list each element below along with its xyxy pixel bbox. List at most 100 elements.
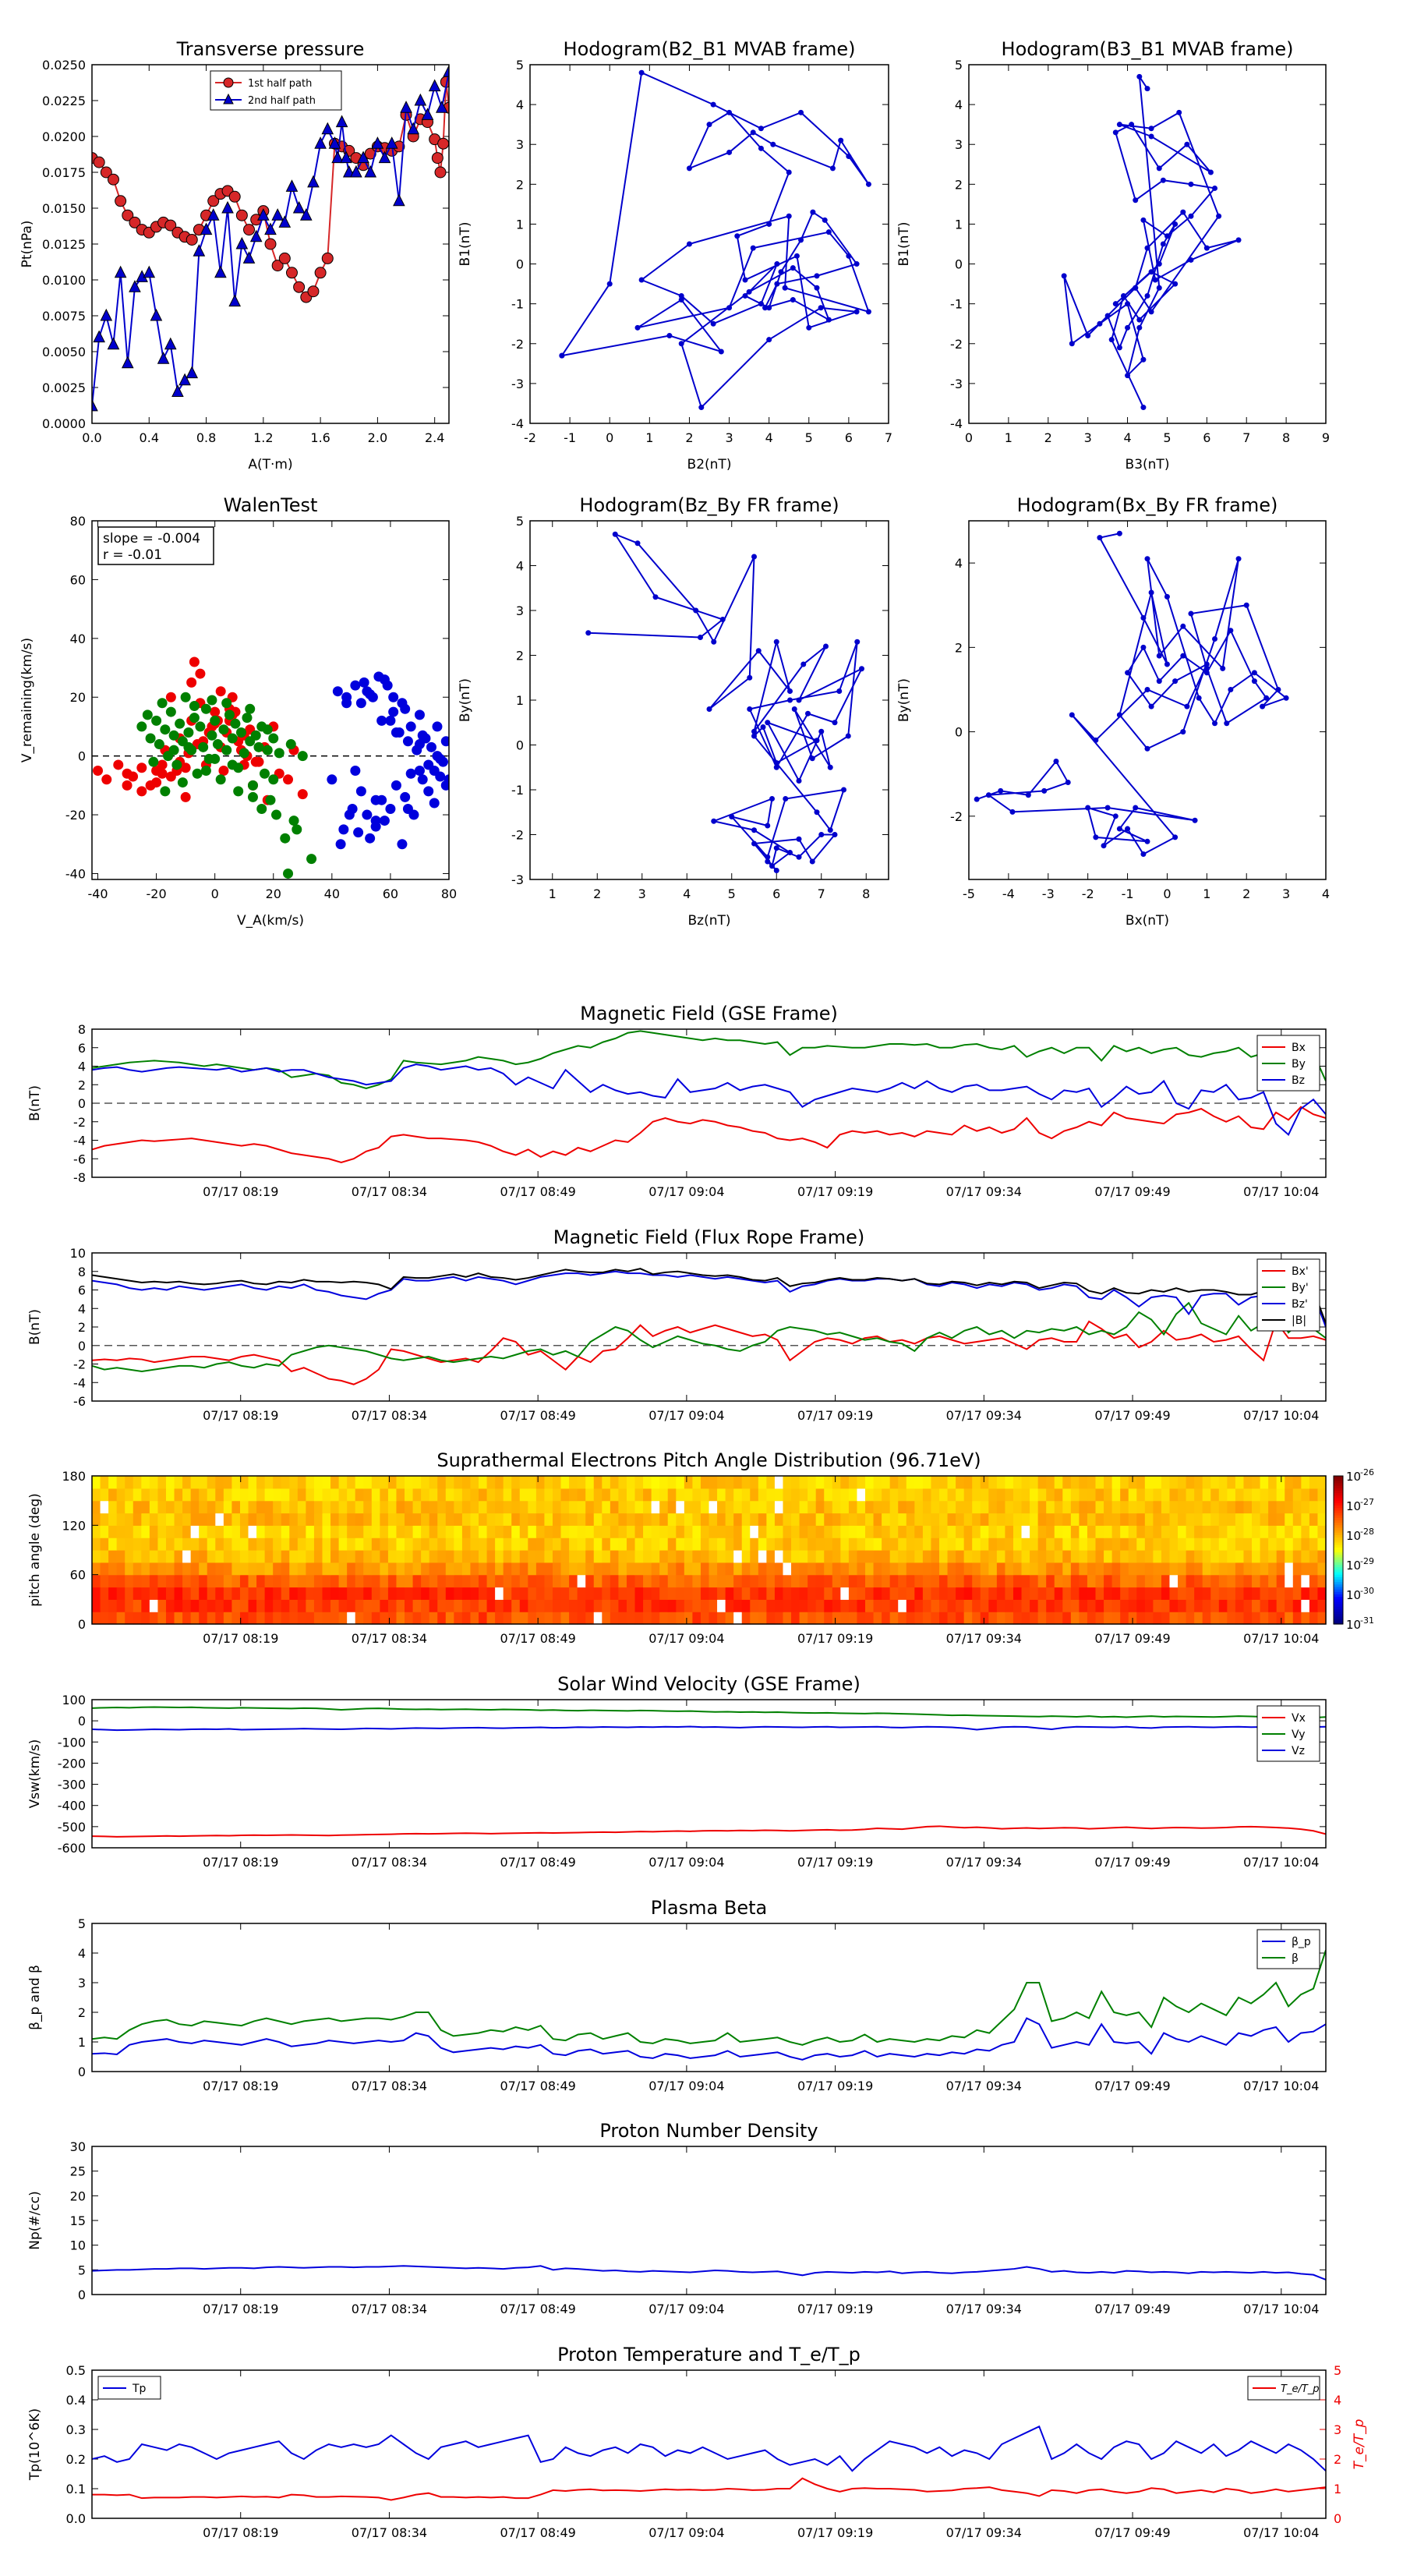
- pad-cell: [412, 1587, 422, 1600]
- pad-cell: [750, 1587, 759, 1600]
- pad-cell: [149, 1476, 159, 1489]
- pad-cell: [461, 1476, 472, 1489]
- pad-cell: [248, 1599, 257, 1612]
- pad-cell: [947, 1488, 956, 1502]
- pad-cell: [503, 1513, 512, 1526]
- pad-time-label: 07/17 08:49: [500, 1631, 576, 1646]
- pad-cell: [412, 1612, 422, 1625]
- hodogram_b3_b1-xtick-label: 7: [1242, 430, 1250, 445]
- pad-cell: [363, 1612, 373, 1625]
- walen_test-point: [215, 686, 226, 697]
- transverse_pressure-marker: [242, 251, 256, 264]
- pad-cell: [963, 1500, 973, 1514]
- pad-cell: [223, 1513, 233, 1526]
- pad-cell: [766, 1537, 776, 1551]
- transverse_pressure-marker: [443, 65, 449, 77]
- hodogram_b3_b1-point: [1140, 356, 1147, 363]
- mag_fr-ytick-label: 8: [78, 1265, 86, 1279]
- colorbar-segment: [1334, 1485, 1343, 1489]
- pad-cell: [486, 1550, 496, 1563]
- colorbar-segment: [1334, 1532, 1343, 1536]
- hodogram_b3_b1-ytick-label: -4: [950, 416, 963, 431]
- pad-cell: [330, 1500, 340, 1514]
- pad-cell: [429, 1476, 438, 1489]
- tp-ylabel: Tp(10^6K): [27, 2408, 43, 2481]
- hodogram_bx_by-point: [1104, 805, 1111, 811]
- pad-cell: [980, 1513, 989, 1526]
- pad-cell: [1227, 1476, 1236, 1489]
- transverse_pressure-marker: [228, 294, 242, 307]
- pad-cell: [1161, 1525, 1171, 1538]
- hodogram_b3_b1-point: [1188, 257, 1194, 263]
- hodogram_b3_b1-frame: [968, 64, 1327, 424]
- pad-cell: [1012, 1513, 1023, 1526]
- pad-cell: [1218, 1476, 1228, 1489]
- walen_test-point: [285, 739, 296, 750]
- pad-cell: [479, 1550, 488, 1563]
- pad-cell: [182, 1550, 192, 1563]
- pad-cell: [996, 1587, 1006, 1600]
- transverse_pressure-marker: [278, 215, 292, 228]
- pad-cell: [445, 1550, 454, 1563]
- transverse_pressure-marker: [314, 267, 327, 279]
- hodogram_b2_b1-point: [638, 277, 645, 283]
- walen_test-point: [122, 780, 133, 791]
- pad-cell: [560, 1476, 570, 1489]
- pad-cell: [1268, 1599, 1278, 1612]
- pad-cell: [1062, 1500, 1072, 1514]
- pad-cell: [182, 1488, 192, 1502]
- pad-cell: [593, 1488, 603, 1502]
- pad-cell: [1161, 1513, 1171, 1526]
- pad-cell: [1227, 1500, 1236, 1514]
- hodogram_bz_by-point: [773, 764, 779, 770]
- pad-cell: [643, 1587, 652, 1600]
- pad-cell: [848, 1525, 858, 1538]
- pad-cell: [766, 1500, 776, 1514]
- pad-cell: [1062, 1612, 1072, 1625]
- pad-cell: [116, 1574, 125, 1588]
- pad-cell: [1021, 1550, 1030, 1563]
- pad-cell: [898, 1550, 907, 1563]
- hodogram_b2_b1-ytick-label: 0: [516, 257, 524, 272]
- pad-cell: [618, 1500, 627, 1514]
- pad-cell: [1021, 1537, 1030, 1551]
- pad-cell: [1104, 1488, 1113, 1502]
- pad-cell: [92, 1488, 101, 1502]
- pad-cell: [684, 1587, 693, 1600]
- colorbar-segment: [1334, 1591, 1343, 1595]
- pad-cell: [709, 1500, 718, 1514]
- hodogram_bz_by-point: [765, 823, 771, 829]
- hodogram_bz_by-plot-area: [585, 531, 864, 873]
- pad-cell: [133, 1500, 142, 1514]
- pad-cell: [552, 1537, 562, 1551]
- hodogram_bz_by-point: [706, 706, 712, 712]
- pad-cell: [593, 1562, 603, 1576]
- hodogram_b3_b1-point: [1125, 301, 1131, 307]
- walen_test-xtick-label: -40: [87, 886, 108, 901]
- pad-cell: [774, 1587, 784, 1600]
- pad-cell: [223, 1537, 233, 1551]
- pad-cell: [873, 1537, 882, 1551]
- transverse_pressure-marker: [307, 285, 320, 298]
- pad-cell: [552, 1599, 562, 1612]
- pad-cell: [709, 1599, 718, 1612]
- tp-y2label: T_e/T_p: [1352, 2419, 1367, 2469]
- pad-cell: [1218, 1537, 1228, 1551]
- pad-cell: [717, 1574, 726, 1588]
- hodogram_b3_b1-point: [1235, 237, 1242, 243]
- pad-cell: [980, 1587, 989, 1600]
- pad-cell: [445, 1488, 454, 1502]
- transverse_pressure-marker: [186, 366, 199, 379]
- transverse_pressure-marker: [150, 308, 163, 321]
- walen_test-point: [113, 759, 124, 770]
- pad-cell: [1178, 1513, 1187, 1526]
- pad-cell: [569, 1513, 578, 1526]
- pad-cell: [1292, 1488, 1302, 1502]
- hodogram_b3_b1-point: [1160, 177, 1166, 183]
- hodogram_bz_by-point: [796, 854, 802, 860]
- hodogram_b2_b1-point: [822, 217, 828, 223]
- pad-cell: [322, 1550, 331, 1563]
- pad-cell: [1227, 1525, 1236, 1538]
- pad-cell: [1252, 1476, 1261, 1489]
- pad-cell: [840, 1476, 850, 1489]
